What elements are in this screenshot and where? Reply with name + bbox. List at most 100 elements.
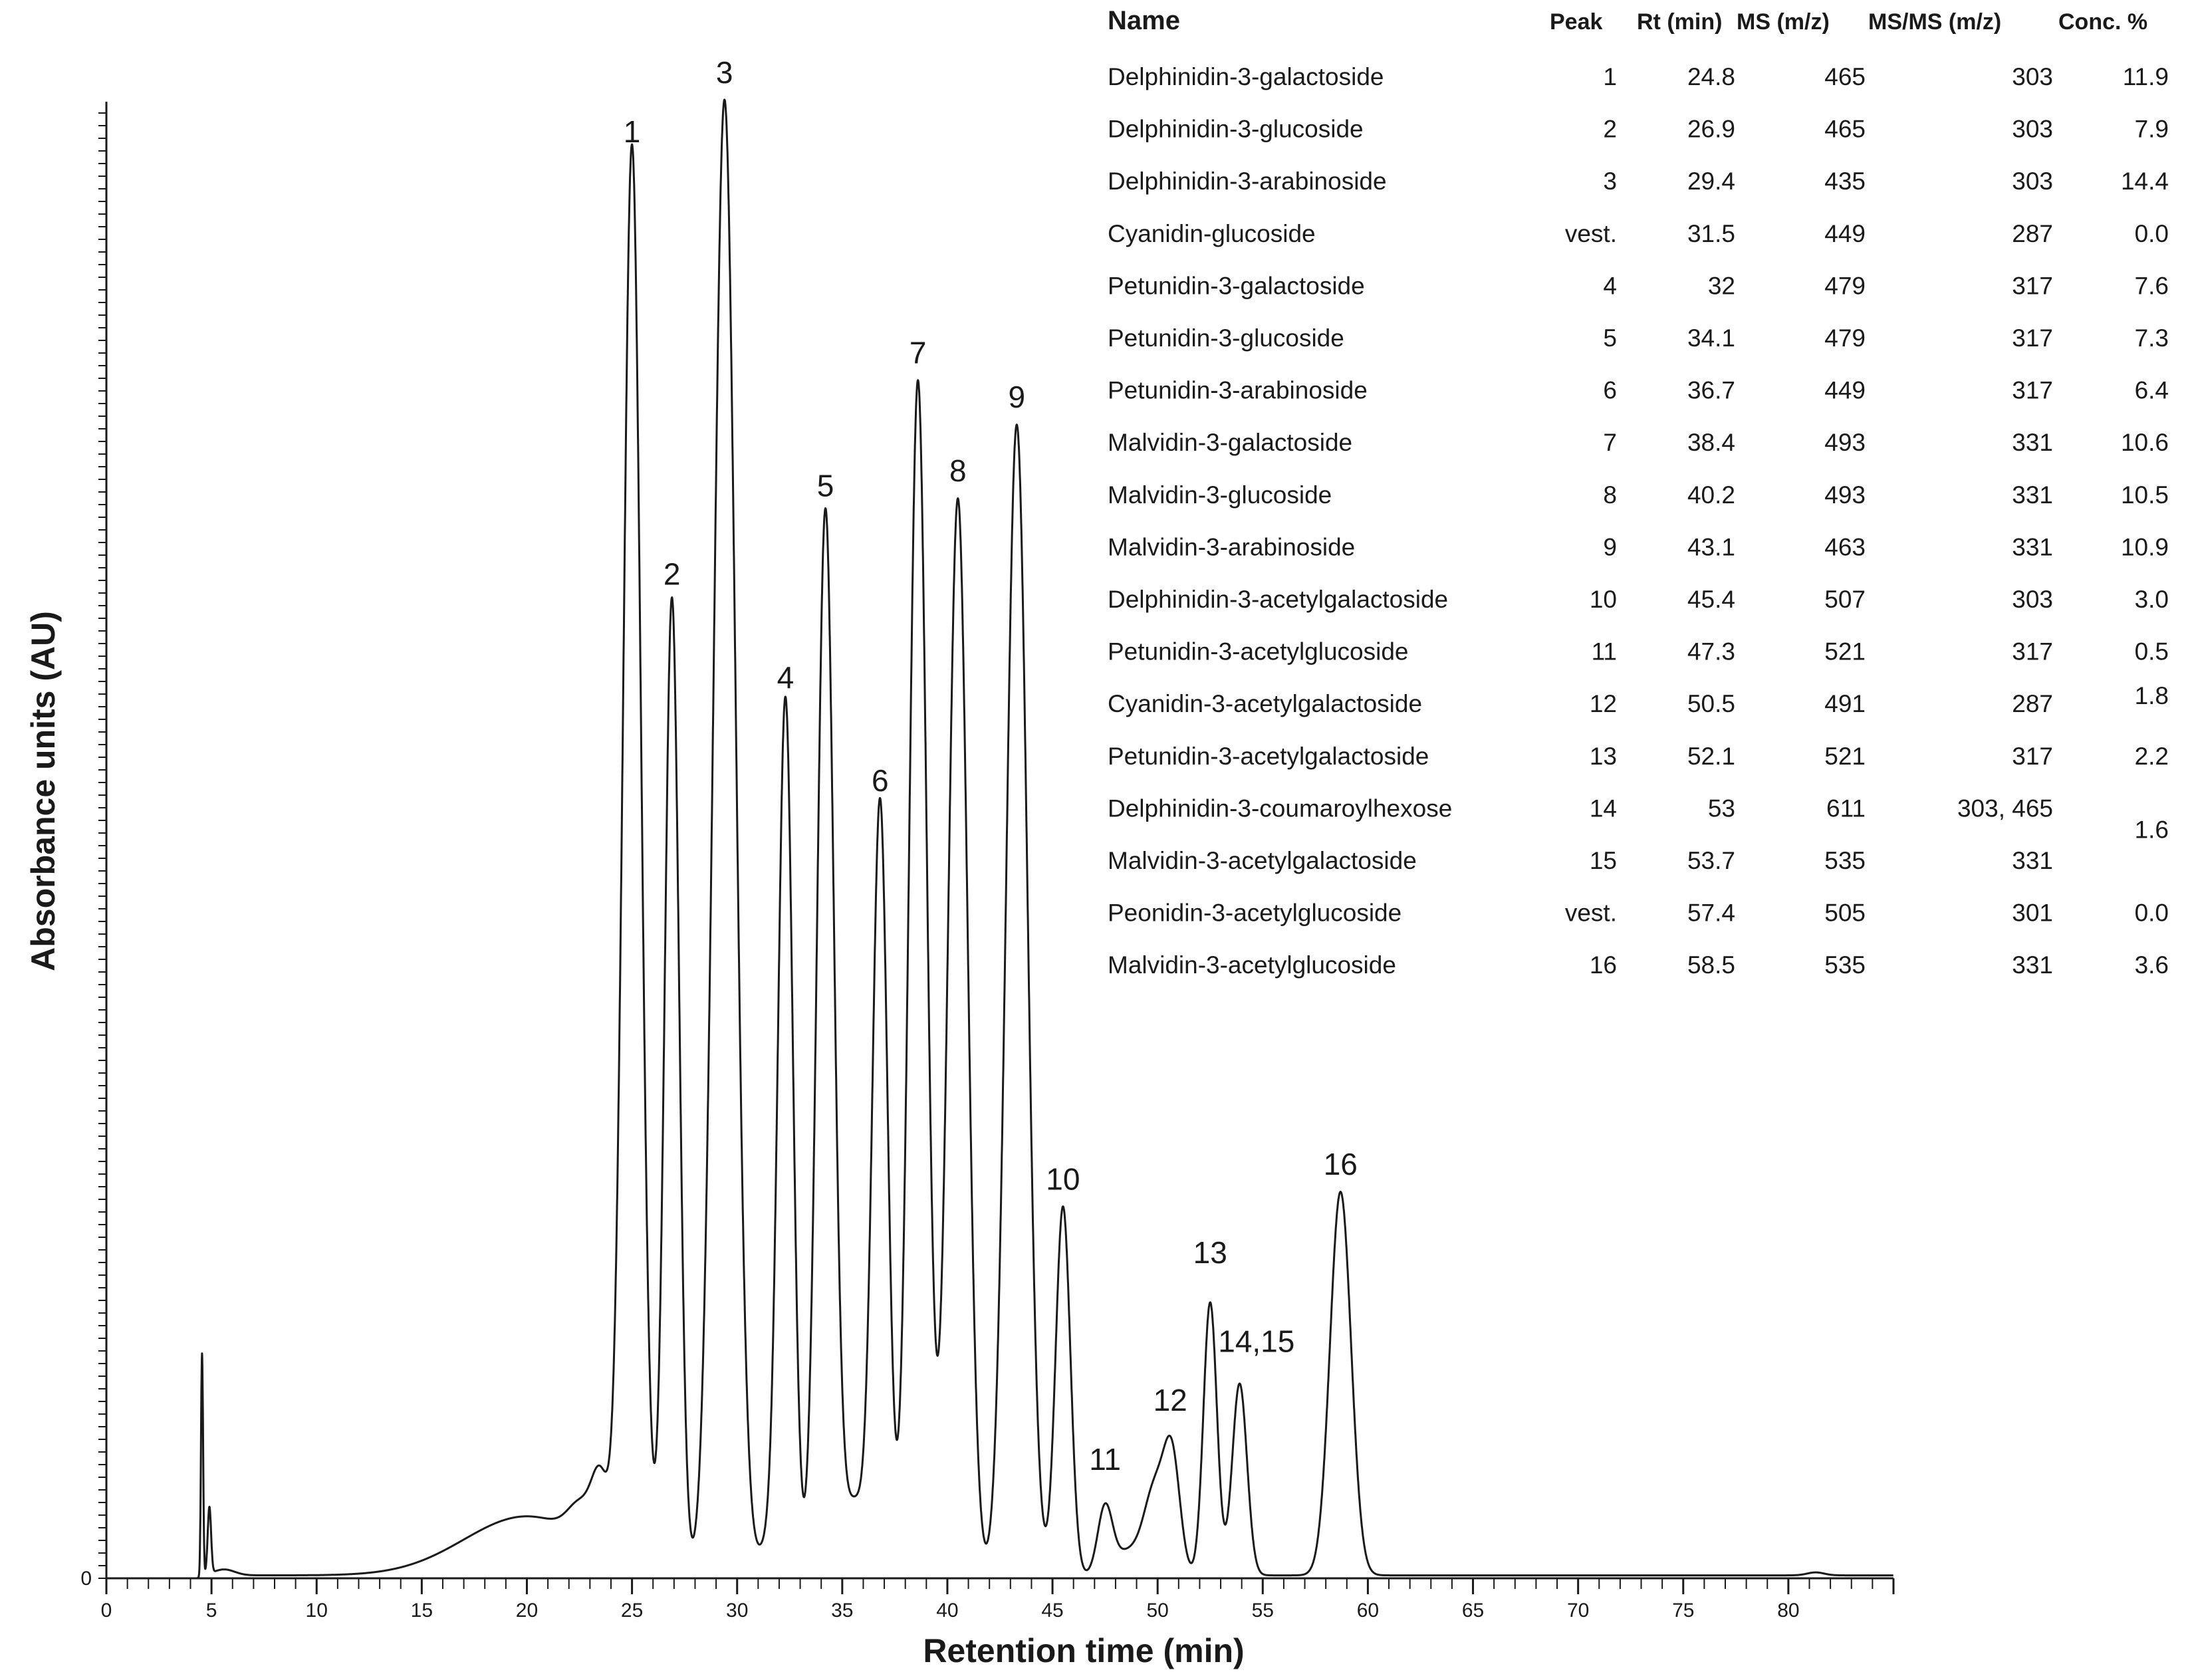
peak-label: 7 [910, 336, 927, 370]
table-cell: 0.0 [2135, 220, 2169, 247]
table-cell: 52.1 [1687, 743, 1735, 770]
table-cell: 24.8 [1687, 63, 1735, 90]
table-cell: 16 [1590, 951, 1617, 979]
table-cell-name: Petunidin-3-glucoside [1108, 324, 1344, 352]
table-cell: 8 [1603, 481, 1617, 509]
table-cell: 15 [1590, 847, 1617, 874]
table-cell: 14 [1590, 794, 1617, 822]
y-axis-title: Absorbance units (AU) [25, 611, 62, 971]
table-cell: 13 [1590, 743, 1617, 770]
table-cell-name: Delphinidin-3-acetylgalactoside [1108, 586, 1448, 613]
table-cell: 10.5 [2121, 481, 2169, 509]
table-cell: 40.2 [1687, 481, 1735, 509]
table-cell: 34.1 [1687, 324, 1735, 352]
table-cell-name: Delphinidin-3-coumaroylhexose [1108, 794, 1452, 822]
table-cell: 505 [1824, 900, 1866, 927]
x-tick-label: 15 [411, 1600, 433, 1621]
table-cell-name: Petunidin-3-galactoside [1108, 272, 1365, 299]
table-cell: 463 [1824, 533, 1866, 560]
table-cell: 10.6 [2121, 429, 2169, 456]
compound-table: Name Peak Rt (min) MS (m/z) MS/MS (m/z) Conc.… [1108, 6, 2169, 979]
table-cell: 287 [2012, 220, 2053, 247]
table-cell: 1.6 [2135, 816, 2169, 843]
peak-label: 14,15 [1218, 1324, 1294, 1358]
table-cell: 317 [2012, 324, 2053, 352]
table-cell: 47.3 [1687, 638, 1735, 665]
peak-label: 10 [1046, 1161, 1080, 1196]
x-tick-label: 20 [516, 1600, 538, 1621]
table-cell: 26.9 [1687, 116, 1735, 143]
table-cell: 32 [1708, 272, 1735, 299]
table-cell: 6 [1603, 377, 1617, 404]
table-cell: 535 [1824, 951, 1866, 979]
table-cell: 449 [1824, 377, 1866, 404]
table-cell-name: Malvidin-3-acetylgalactoside [1108, 847, 1417, 874]
x-tick-label: 25 [621, 1600, 643, 1621]
table-cell: 303 [2012, 63, 2053, 90]
table-cell: 611 [1826, 794, 1866, 822]
table-cell: 493 [1824, 429, 1866, 456]
table-cell: 58.5 [1687, 951, 1735, 979]
y-tick-label: 0 [80, 1568, 92, 1590]
x-tick-label: 55 [1252, 1600, 1274, 1621]
table-cell: 331 [2012, 951, 2053, 979]
table-header: MS/MS (m/z) [1868, 9, 2001, 35]
table-cell: 521 [1824, 638, 1866, 665]
x-tick-label: 30 [726, 1600, 748, 1621]
table-cell-name: Delphinidin-3-glucoside [1108, 116, 1364, 143]
table-cell: 36.7 [1687, 377, 1735, 404]
x-tick-label: 10 [306, 1600, 328, 1621]
peak-label: 8 [949, 453, 967, 488]
peak-label: 9 [1009, 380, 1026, 414]
table-cell: 465 [1824, 63, 1866, 90]
table-header: Peak [1550, 9, 1602, 35]
table-cell: 4 [1603, 272, 1617, 299]
x-tick-label: 75 [1672, 1600, 1694, 1621]
x-axis-ticks [105, 1578, 1895, 1594]
table-cell: 7 [1603, 429, 1617, 456]
peak-label: 2 [664, 556, 681, 591]
table-cell: 1.8 [2135, 682, 2169, 709]
table-cell-name: Petunidin-3-acetylgalactoside [1108, 743, 1429, 770]
table-cell: 7.3 [2135, 324, 2169, 352]
x-tick-labels: 0 5 10 15 20 25 30 35 40 45 50 55 60 65 70 75 80 [101, 1600, 1800, 1621]
table-cell-name: Petunidin-3-acetylglucoside [1108, 638, 1409, 665]
peak-label: 13 [1193, 1235, 1227, 1270]
table-cell: 303 [2012, 586, 2053, 613]
table-cell: 53 [1708, 794, 1735, 822]
x-tick-label: 80 [1777, 1600, 1799, 1621]
table-cell-name: Cyanidin-glucoside [1108, 220, 1316, 247]
table-cell-name: Delphinidin-3-galactoside [1108, 63, 1384, 90]
table-cell: 57.4 [1687, 900, 1735, 927]
table-cell: 2.2 [2135, 743, 2169, 770]
table-cell: 493 [1824, 481, 1866, 509]
x-tick-label: 65 [1462, 1600, 1484, 1621]
peak-label: 3 [716, 55, 733, 90]
table-cell: vest. [1565, 220, 1617, 247]
chromatogram-trace [195, 98, 1894, 1580]
table-cell: 1 [1603, 63, 1617, 90]
y-axis-ticks [98, 112, 106, 1579]
table-cell: 3.6 [2135, 951, 2169, 979]
table-cell: vest. [1565, 900, 1617, 927]
table-cell: 303 [2012, 168, 2053, 195]
table-cell: 331 [2012, 429, 2053, 456]
table-cell: 45.4 [1687, 586, 1735, 613]
table-cell: 14.4 [2121, 168, 2169, 195]
table-cell: 303 [2012, 116, 2053, 143]
y-tick-labels: 0 [80, 1568, 92, 1590]
table-cell: 465 [1824, 116, 1866, 143]
table-cell-name: Malvidin-3-arabinoside [1108, 533, 1355, 560]
peak-label: 4 [777, 660, 794, 695]
peak-label: 6 [872, 763, 889, 798]
table-cell: 53.7 [1687, 847, 1735, 874]
table-cell: 3.0 [2135, 586, 2169, 613]
table-cell: 491 [1824, 690, 1866, 717]
table-cell: 38.4 [1687, 429, 1735, 456]
table-cell: 435 [1824, 168, 1866, 195]
peak-label: 12 [1154, 1383, 1187, 1417]
peak-label: 5 [817, 468, 834, 503]
table-header: Conc. % [2058, 9, 2147, 35]
x-tick-label: 60 [1357, 1600, 1379, 1621]
